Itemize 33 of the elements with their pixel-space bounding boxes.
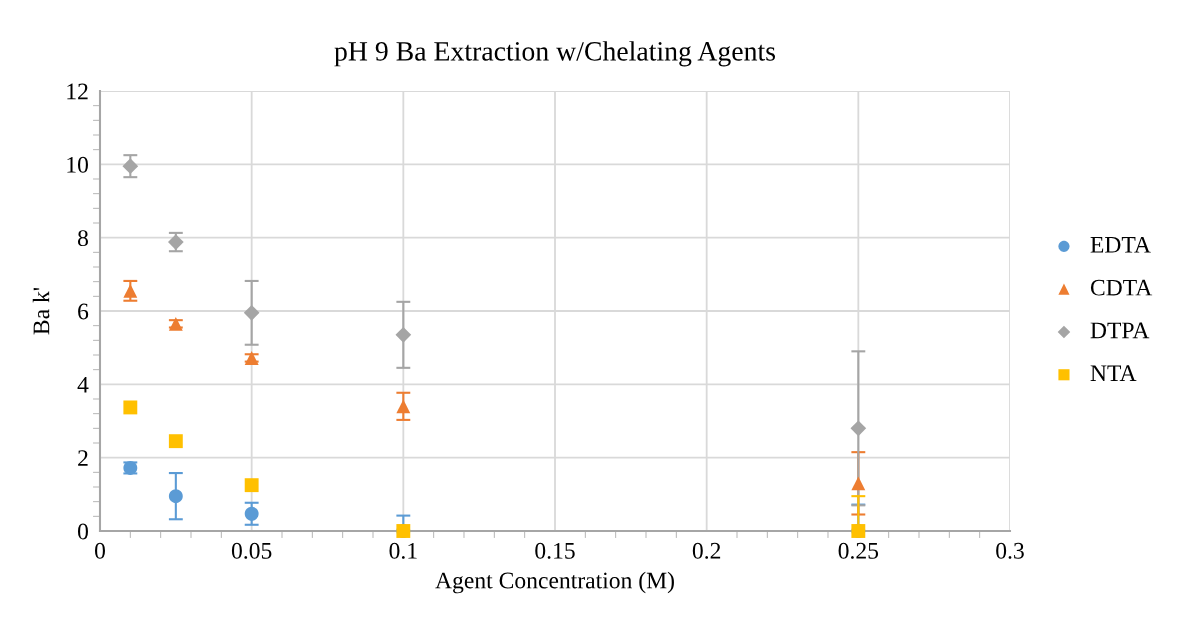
point: [168, 489, 183, 504]
point: [244, 478, 259, 493]
x-tick-label: 0.15: [535, 542, 575, 559]
y-tick-label: 8: [77, 230, 88, 247]
y-tick-label: 12: [67, 83, 88, 100]
y-tick-label: 0: [77, 523, 88, 540]
y-tick-label: 10: [67, 156, 88, 173]
point: [244, 506, 259, 521]
chart-title: pH 9 Ba Extraction w/Chelating Agents: [334, 41, 776, 67]
y-tick-label: 2: [78, 450, 88, 466]
legend-label: CDTA: [1090, 279, 1153, 296]
y-tick-label: 6: [78, 303, 89, 320]
legend-label: EDTA: [1090, 236, 1151, 253]
x-tick-label: 0.1: [389, 542, 417, 559]
point: [850, 420, 867, 437]
x-tick-label: 0.2: [692, 542, 721, 559]
y-axis-title: Ba k': [32, 287, 50, 335]
point: [243, 304, 260, 321]
x-tick-label: 0.25: [838, 542, 879, 559]
legend-label: DTPA: [1090, 322, 1150, 339]
point: [396, 399, 411, 414]
point: [851, 476, 866, 491]
x-tick-label: 0.3: [996, 542, 1024, 559]
point: [123, 283, 138, 298]
x-tick-label: 0.05: [231, 542, 272, 559]
legend-label: NTA: [1090, 365, 1137, 381]
point: [168, 434, 183, 449]
point: [395, 326, 412, 343]
y-tick-label: 4: [77, 376, 89, 393]
x-axis-title: Agent Concentration (M): [435, 571, 674, 594]
point: [123, 400, 138, 415]
x-tick-label: 0: [95, 542, 105, 559]
point: [122, 158, 139, 175]
